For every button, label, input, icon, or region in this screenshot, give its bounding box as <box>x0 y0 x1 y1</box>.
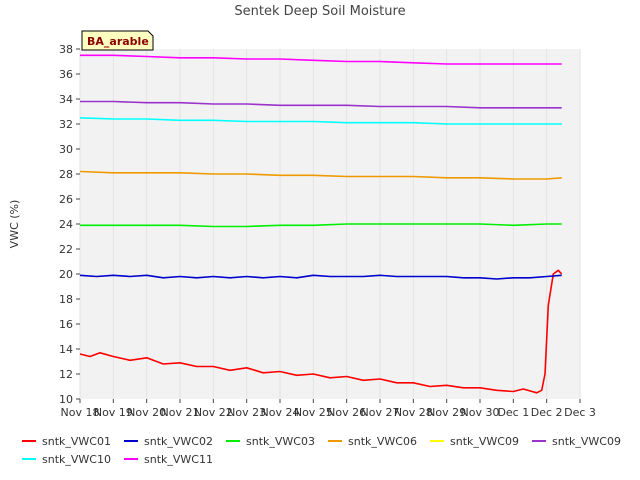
x-tick-label: Nov 24 <box>261 406 300 419</box>
x-tick-label: Nov 23 <box>227 406 266 419</box>
series-line-3 <box>80 223 562 228</box>
annotation-badge: BA_arable <box>81 30 154 51</box>
y-tick-label: 28 <box>59 168 73 181</box>
x-tick-label: Nov 22 <box>194 406 233 419</box>
y-tick-label: 38 <box>59 43 73 56</box>
series-line-6 <box>80 100 562 109</box>
annotation-badge-text: BA_arable <box>87 35 149 48</box>
plot-band <box>80 124 580 149</box>
x-tick-label: Dec 3 <box>564 406 596 419</box>
x-tick-label: Nov 28 <box>394 406 433 419</box>
x-tick-label: Nov 21 <box>161 406 200 419</box>
y-axis-ticks: 10 12 14 16 18 20 22 24 26 28 30 32 34 36 38 <box>59 43 80 406</box>
legend-label: sntk_VWC03 <box>246 435 315 448</box>
x-tick-label: Nov 27 <box>361 406 400 419</box>
y-tick-label: 24 <box>59 218 73 231</box>
x-tick-label: Nov 30 <box>461 406 500 419</box>
series-line-4 <box>79 170 562 180</box>
series-line-1 <box>79 269 563 394</box>
y-tick-label: 18 <box>59 293 73 306</box>
y-tick-label: 22 <box>59 243 73 256</box>
y-tick-label: 34 <box>59 93 73 106</box>
plot-band <box>80 199 580 224</box>
plot-band <box>80 249 580 274</box>
series-lines <box>79 54 563 394</box>
y-tick-label: 10 <box>59 393 73 406</box>
y-tick-label: 20 <box>59 268 73 281</box>
series-line-7 <box>79 117 562 125</box>
chart-title: Sentek Deep Soil Moisture <box>234 4 405 19</box>
legend-label: sntk_VWC01 <box>42 435 111 448</box>
plot-band <box>80 149 580 174</box>
y-tick-label: 32 <box>59 118 73 131</box>
x-tick-label: Nov 26 <box>327 406 366 419</box>
legend-label: sntk_VWC09 <box>450 435 519 448</box>
plot-band <box>80 349 580 374</box>
x-tick-label: Nov 25 <box>294 406 333 419</box>
y-tick-label: 26 <box>59 193 73 206</box>
plot-band <box>80 299 580 324</box>
y-tick-label: 12 <box>59 368 73 381</box>
legend-label: sntk_VWC06 <box>348 435 417 448</box>
y-tick-label: 30 <box>59 143 73 156</box>
y-tick-label: 14 <box>59 343 73 356</box>
y-tick-label: 36 <box>59 68 73 81</box>
legend-label: sntk_VWC02 <box>144 435 213 448</box>
x-tick-label: Nov 29 <box>427 406 466 419</box>
plot-band <box>80 324 580 349</box>
x-tick-label: Dec 1 <box>497 406 529 419</box>
series-line-8 <box>80 54 562 65</box>
x-tick-label: Nov 19 <box>94 406 133 419</box>
legend-label: sntk_VWC11 <box>144 453 213 466</box>
plot-band <box>80 224 580 249</box>
annotation-badge-box <box>81 30 154 51</box>
x-tick-label: Nov 18 <box>61 406 100 419</box>
legend: sntk_VWC01 sntk_VWC02 sntk_VWC03 sntk_VWC06… <box>22 435 621 466</box>
y-tick-label: 16 <box>59 318 73 331</box>
legend-label: sntk_VWC10 <box>42 453 111 466</box>
series-line-2 <box>79 274 562 280</box>
x-tick-label: Dec 2 <box>531 406 563 419</box>
plot-band <box>80 174 580 199</box>
x-tick-label: Nov 20 <box>127 406 166 419</box>
legend-label: sntk_VWC09 <box>552 435 621 448</box>
plot-band <box>80 74 580 99</box>
y-axis-label: VWC (%) <box>8 200 21 249</box>
